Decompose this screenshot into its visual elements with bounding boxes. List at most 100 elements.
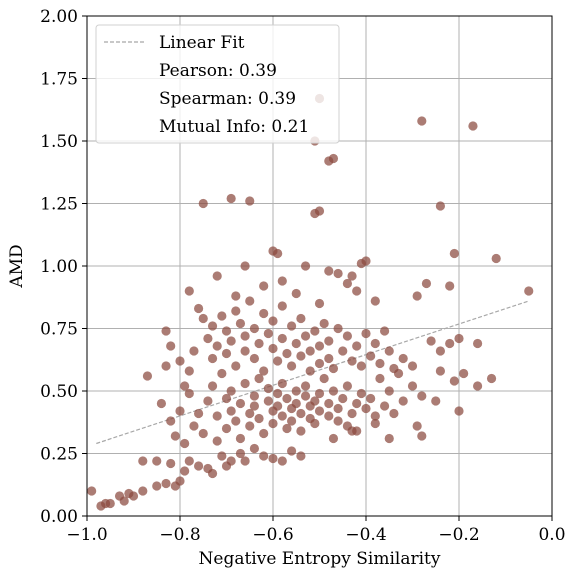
scatter-point — [221, 423, 232, 434]
scatter-point — [384, 386, 394, 396]
scatter-point — [356, 388, 366, 399]
scatter-point — [375, 373, 385, 384]
scatter-point — [221, 326, 232, 336]
scatter-point — [473, 381, 483, 391]
scatter-point — [352, 341, 362, 351]
scatter-point — [296, 451, 306, 461]
scatter-point — [277, 411, 287, 421]
scatter-point — [226, 386, 236, 396]
scatter-point — [231, 291, 241, 301]
scatter-point — [268, 418, 278, 429]
scatter-point — [249, 443, 259, 454]
scatter-point — [235, 318, 246, 329]
scatter-point — [338, 346, 348, 356]
scatter-point — [319, 373, 329, 384]
scatter-point — [370, 411, 380, 421]
y-tick-label: 0.75 — [40, 320, 78, 340]
x-tick-label: −1.0 — [66, 525, 107, 545]
scatter-point — [342, 331, 352, 341]
scatter-point — [194, 461, 204, 471]
scatter-point — [314, 406, 325, 416]
scatter-point — [375, 358, 385, 369]
legend: Linear Fit Pearson: 0.39 Spearman: 0.39 … — [95, 24, 340, 144]
y-axis-label: AMD — [7, 244, 27, 288]
scatter-point — [449, 248, 459, 259]
scatter-point — [249, 323, 259, 334]
scatter-point — [198, 428, 208, 439]
scatter-point — [314, 298, 325, 309]
scatter-point — [314, 388, 325, 399]
scatter-point — [240, 261, 250, 271]
scatter-point — [240, 456, 250, 466]
scatter-point — [347, 271, 357, 281]
scatter-point — [407, 381, 418, 391]
scatter-point — [282, 423, 292, 434]
scatter-point — [212, 341, 222, 351]
scatter-point — [296, 351, 306, 361]
scatter-point — [366, 393, 376, 404]
scatter-point — [161, 326, 171, 336]
scatter-point — [226, 193, 236, 204]
scatter-point — [268, 343, 278, 354]
scatter-point — [491, 253, 501, 264]
scatter-point — [300, 391, 311, 401]
scatter-point — [324, 398, 334, 409]
scatter-point — [273, 248, 283, 259]
scatter-point — [170, 431, 180, 441]
scatter-point — [333, 403, 343, 414]
scatter-point — [361, 328, 371, 339]
ticks: −1.0 −0.8 −0.6 −0.4 −0.2 0.0 0.00 0.25 0.50 0.75 1… — [40, 7, 565, 545]
scatter-point — [156, 398, 166, 409]
scatter-point — [305, 346, 315, 356]
scatter-point — [291, 398, 301, 409]
scatter-point — [226, 406, 236, 416]
scatter-point — [333, 416, 343, 426]
y-tick-label: 0.25 — [40, 445, 78, 465]
scatter-point — [175, 476, 185, 486]
scatter-point — [435, 346, 445, 356]
scatter-point — [273, 356, 283, 366]
scatter-point — [142, 371, 153, 381]
y-tick-label: 0.50 — [40, 382, 78, 402]
scatter-point — [459, 368, 469, 379]
scatter-point — [287, 446, 297, 456]
scatter-point — [87, 486, 97, 496]
scatter-point — [473, 338, 483, 349]
scatter-point — [235, 433, 246, 444]
scatter-point — [249, 391, 259, 401]
x-tick-label: −0.4 — [345, 525, 386, 545]
scatter-point — [273, 401, 283, 411]
scatter-point — [152, 481, 162, 491]
scatter-point — [240, 378, 250, 389]
scatter-point — [217, 451, 227, 461]
scatter-point — [268, 316, 278, 326]
scatter-point — [282, 393, 292, 404]
scatter-point — [389, 363, 399, 374]
scatter-point — [486, 373, 497, 384]
scatter-point — [217, 311, 227, 321]
scatter-point — [263, 383, 273, 394]
scatter-point — [273, 388, 283, 399]
scatter-point — [319, 318, 329, 329]
scatter-point — [268, 453, 278, 464]
scatter-point — [287, 361, 297, 371]
scatter-point — [263, 328, 273, 339]
scatter-point — [231, 306, 241, 316]
scatter-point — [254, 338, 264, 349]
scatter-point — [347, 356, 357, 366]
scatter-point — [342, 381, 352, 391]
scatter-point — [217, 368, 227, 379]
scatter-point — [370, 338, 380, 349]
scatter-point — [380, 401, 390, 411]
scatter-point — [180, 381, 190, 391]
scatter-point — [203, 396, 213, 406]
scatter-point — [166, 416, 176, 426]
scatter-point — [259, 308, 269, 319]
scatter-point — [333, 268, 343, 279]
scatter-point — [370, 296, 380, 306]
scatter-point — [296, 313, 306, 324]
x-tick-label: −0.2 — [438, 525, 479, 545]
scatter-point — [240, 331, 250, 341]
scatter-point — [235, 398, 246, 409]
scatter-point — [277, 378, 287, 389]
